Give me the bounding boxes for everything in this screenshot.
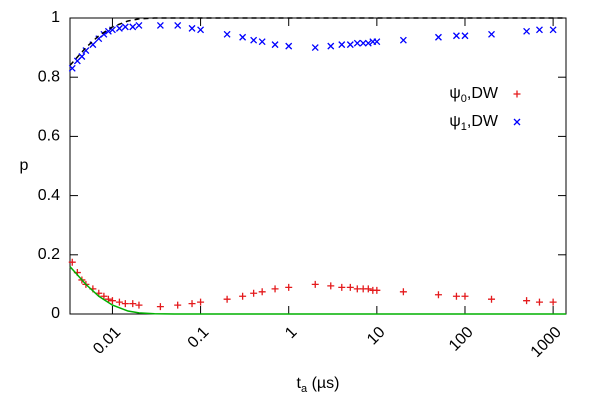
cross-marker [461,32,469,40]
x-tick-label: 10 [364,324,389,349]
cross-marker [115,24,123,32]
plus-marker [135,301,143,309]
cross-marker [174,21,182,29]
cross-marker [536,26,543,34]
y-axis-label: p [20,157,29,174]
cross-marker [250,36,258,44]
cross-marker [373,38,381,46]
plus-marker [156,303,164,311]
curve [69,266,566,315]
cross-marker [258,38,266,46]
legend-label: ψ1,DW [449,113,499,133]
legend-marker [513,118,521,126]
cross-marker [239,33,247,41]
plus-marker [346,283,354,291]
cross-marker [100,30,108,38]
legend-marker [513,90,521,98]
plus-marker [250,289,258,297]
plus-marker [364,285,372,293]
cross-marker [452,32,460,40]
cross-marker [549,26,557,34]
plus-marker [271,285,279,293]
cross-marker [78,53,86,60]
cross-marker [523,27,531,35]
plus-marker [461,292,469,300]
cross-marker [82,47,90,55]
cross-marker [129,23,137,31]
plus-marker [488,295,496,303]
y-tick-label: 0.8 [38,68,60,85]
x-axis-label: ta (µs) [297,375,340,395]
cross-marker [353,39,361,47]
cross-marker [311,44,319,52]
plus-marker [434,291,442,299]
cross-marker [156,21,164,29]
plus-marker [100,292,108,300]
cross-marker [104,27,112,35]
plus-marker [188,300,196,308]
cross-marker [285,42,293,50]
cross-marker [346,41,354,49]
plot-frame [69,17,567,315]
y-tick-label: 0.2 [38,246,60,263]
plus-marker [338,283,346,291]
plus-marker [523,297,531,305]
x-tick-label: 0.01 [90,324,124,358]
cross-marker [68,64,76,72]
plus-marker [311,280,319,288]
cross-marker [271,41,279,49]
cross-marker [359,39,367,47]
plus-marker [108,297,116,305]
cross-marker [197,26,205,34]
legend-label: ψ0,DW [449,85,499,105]
plus-marker [373,286,381,294]
x-tick-label: 100 [446,324,477,355]
plus-marker [197,298,205,306]
cross-marker [121,23,129,31]
plus-marker [223,295,231,303]
plus-marker [239,292,247,300]
cross-marker [327,42,335,50]
plus-marker [104,295,112,303]
plus-marker [129,300,137,308]
plus-marker [399,288,407,296]
y-tick-label: 0.6 [38,128,60,145]
y-tick-label: 1 [51,9,60,26]
plus-marker [549,298,557,306]
cross-marker [399,36,407,44]
plus-marker [452,292,460,300]
cross-marker [223,30,231,38]
cross-marker [488,30,495,38]
plus-marker [115,298,123,306]
x-tick-label: 1000 [528,324,565,361]
plus-marker [174,301,182,309]
y-tick-label: 0 [51,305,60,322]
cross-marker [135,21,143,29]
cross-marker [338,41,346,49]
plus-marker [121,300,129,308]
plus-marker [353,285,361,293]
cross-marker [364,39,372,47]
plus-marker [258,288,266,296]
plus-marker [327,282,335,290]
curve [69,17,566,66]
y-tick-label: 0.4 [38,187,60,204]
cross-marker [434,33,442,41]
plus-marker [285,283,293,291]
plus-marker [535,298,543,306]
x-tick-label: 0.1 [185,324,213,352]
x-tick-label: 1 [282,324,300,342]
cross-marker [188,24,196,32]
plus-marker [68,258,76,266]
